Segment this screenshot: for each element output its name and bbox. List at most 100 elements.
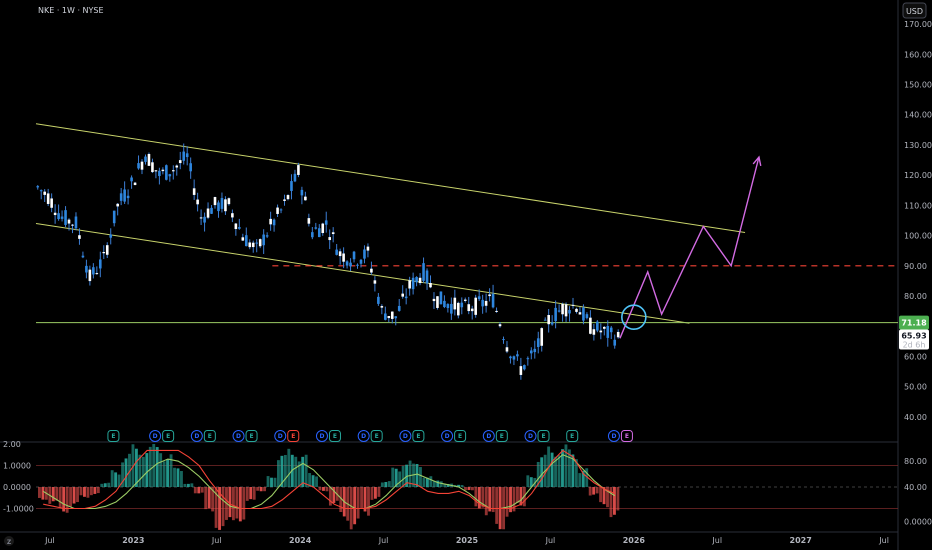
earnings-badge[interactable] [245,430,258,442]
earnings-badge[interactable] [495,430,508,442]
candle-body [394,316,398,319]
earnings-badge[interactable] [370,430,383,442]
osc-histogram-bar [408,460,412,487]
projection-path[interactable] [619,156,760,339]
timezone-badge-bg[interactable] [4,536,14,546]
earnings-badge[interactable] [412,430,425,442]
countdown-label: 2d 6h [903,341,926,350]
osc-histogram-bar [322,487,325,491]
osc-histogram-bar [58,487,62,508]
osc-histogram-bar [131,444,135,487]
candle-body [158,170,161,177]
dividend-badge[interactable] [315,430,328,442]
candle-body [526,358,530,360]
dividend-badge[interactable] [232,430,245,442]
earnings-badge[interactable] [203,430,216,442]
osc-histogram-bar [249,487,253,500]
timezone-badge[interactable]: Z [7,539,12,546]
osc-histogram-bar [585,468,589,487]
candle-body [387,316,391,319]
osc-histogram-bar [245,487,249,501]
earnings-badge[interactable] [454,430,467,442]
earnings-badge[interactable] [537,430,550,442]
osc-histogram-bar [173,467,176,487]
candle-body [36,186,40,188]
candle-body [505,347,509,352]
osc-histogram-bar [96,487,100,494]
price-tick-label: 150.00 [904,80,932,89]
candle-body [137,163,140,169]
osc-histogram-bar [540,457,544,487]
osc-histogram-bar [529,477,533,487]
earnings-badge[interactable] [287,430,300,442]
candle-body [349,262,352,267]
osc-histogram-bar [415,464,419,487]
price-tick-label: 130.00 [904,141,932,150]
badge-label: E [541,433,545,440]
osc-histogram-bar [446,483,450,487]
osc-histogram-bar [592,487,596,495]
candle-body [585,314,589,319]
osc-histogram-bar [166,459,170,487]
candle-body [43,191,46,195]
osc-histogram-bar [103,483,107,487]
candle-body [206,208,210,218]
dividend-badge[interactable] [482,430,495,442]
candle-body [123,189,126,202]
candle-body [390,311,394,319]
earnings-badge[interactable] [162,430,175,442]
earnings-badge[interactable] [107,430,120,442]
candle-body [151,162,154,173]
osc-histogram-bar [571,454,575,487]
osc-histogram-bar [277,460,280,487]
candle-body [112,210,116,224]
candle-body [53,212,57,216]
dividend-badge[interactable] [274,430,287,442]
osc-histogram-bar [76,487,79,503]
osc-histogram-bar [470,487,474,491]
osc-right-tick: 80.00 [904,457,927,466]
candle-body [171,170,175,172]
osc-histogram-bar [398,471,402,487]
dividend-badge[interactable] [190,430,203,442]
candle-body [519,366,523,375]
dividend-badge[interactable] [607,430,620,442]
candle-body [408,280,411,289]
currency-button[interactable]: USD [906,7,923,16]
dividend-badge[interactable] [399,430,412,442]
dividend-badge[interactable] [441,430,454,442]
osc-histogram-bar [169,454,173,487]
candle-body [432,298,436,302]
candle-body [251,242,255,248]
earnings-badge[interactable] [620,430,633,442]
dividend-badge[interactable] [149,430,162,442]
time-tick-label: Jul [545,536,556,545]
candle-body [425,270,429,284]
candle-body [429,283,432,288]
candle-body [609,327,613,333]
dividend-badge[interactable] [524,430,537,442]
candle-body [467,304,471,312]
time-tick-label: Jul [711,536,722,545]
osc-histogram-bar [41,487,45,500]
breakout-circle[interactable] [621,304,647,330]
osc-histogram-bar [554,456,557,487]
osc-histogram-bar [100,483,104,487]
candle-body [293,173,297,182]
earnings-badge[interactable] [566,430,579,442]
channel-upper-line[interactable] [35,123,746,234]
candle-body [488,294,491,297]
osc-histogram-bar [595,487,599,494]
dividend-badge[interactable] [357,430,370,442]
currency-button-bg[interactable] [902,2,927,19]
osc-histogram-bar [214,487,218,528]
badge-label: D [319,433,324,440]
candle-body [484,300,488,306]
earnings-badge[interactable] [328,430,341,442]
channel-lower-line[interactable] [35,222,690,324]
osc-histogram-bar [429,476,433,487]
candle-body [540,328,544,346]
candle-body [283,199,286,201]
